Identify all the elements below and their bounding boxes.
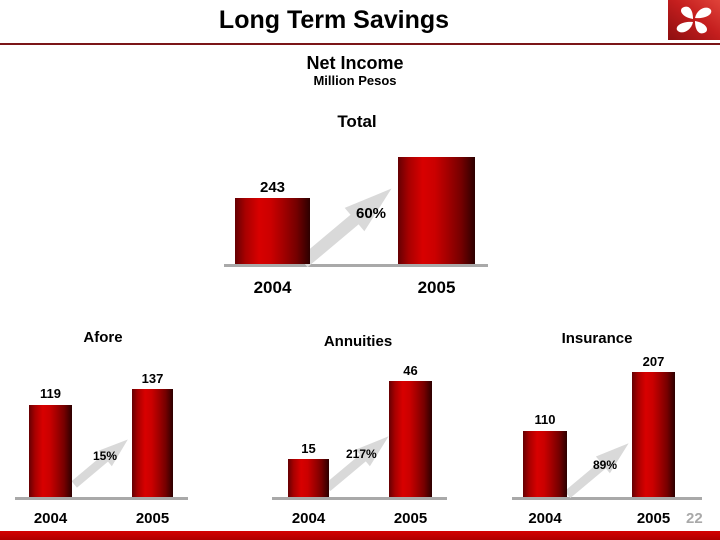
category-label-2005: 2005: [393, 510, 428, 527]
bar-2004: [235, 198, 310, 264]
value-label-2004: 15: [301, 441, 316, 456]
growth-arrow-icon: [299, 188, 392, 268]
chart-main-title: Net Income: [306, 53, 404, 73]
chart-title: Total: [337, 112, 377, 131]
bar-2004: [523, 431, 567, 497]
value-label-2004: 110: [534, 412, 556, 427]
value-label-2005: 46: [403, 363, 418, 378]
category-label-2005: 2005: [636, 510, 671, 527]
category-label-2004: 2004: [253, 278, 292, 297]
banorte-logo-icon: [668, 0, 720, 40]
category-label-2005: 2005: [417, 278, 456, 297]
category-label-2004: 2004: [528, 510, 562, 527]
value-label-2004: 243: [259, 179, 286, 196]
chart-title: Afore: [83, 329, 123, 346]
chart-title: Insurance: [561, 330, 633, 347]
growth-percent-label: 217%: [346, 447, 377, 461]
chart-units-label: Million Pesos: [313, 73, 397, 88]
growth-percent-label: 60%: [356, 205, 387, 222]
chart-baseline: [512, 497, 702, 500]
chart-baseline: [272, 497, 447, 500]
bar-2005: [632, 372, 675, 497]
bar-2005: [398, 157, 475, 264]
value-label-2005: 207: [642, 354, 665, 369]
category-label-2005: 2005: [135, 510, 170, 527]
page-number: 22: [686, 510, 703, 527]
growth-arrow-icon: [71, 439, 128, 488]
bar-2004: [288, 459, 329, 497]
page-title: Long Term Savings: [218, 6, 450, 34]
value-label-2004: 119: [40, 386, 61, 401]
footer-red-bar: [0, 531, 720, 540]
bar-2005: [132, 389, 173, 497]
bar-2005: [389, 381, 432, 497]
category-label-2004: 2004: [33, 510, 68, 527]
chart-baseline: [15, 497, 188, 500]
chart-baseline: [224, 264, 488, 267]
growth-percent-label: 15%: [93, 449, 118, 463]
value-label-2005: 137: [141, 371, 164, 386]
bar-2004: [29, 405, 72, 497]
growth-arrow-icon: [564, 443, 629, 499]
growth-arrow-icon: [324, 436, 389, 492]
header-divider: [0, 43, 720, 45]
growth-percent-label: 89%: [593, 458, 618, 472]
category-label-2004: 2004: [291, 510, 326, 527]
chart-title: Annuities: [323, 333, 393, 350]
